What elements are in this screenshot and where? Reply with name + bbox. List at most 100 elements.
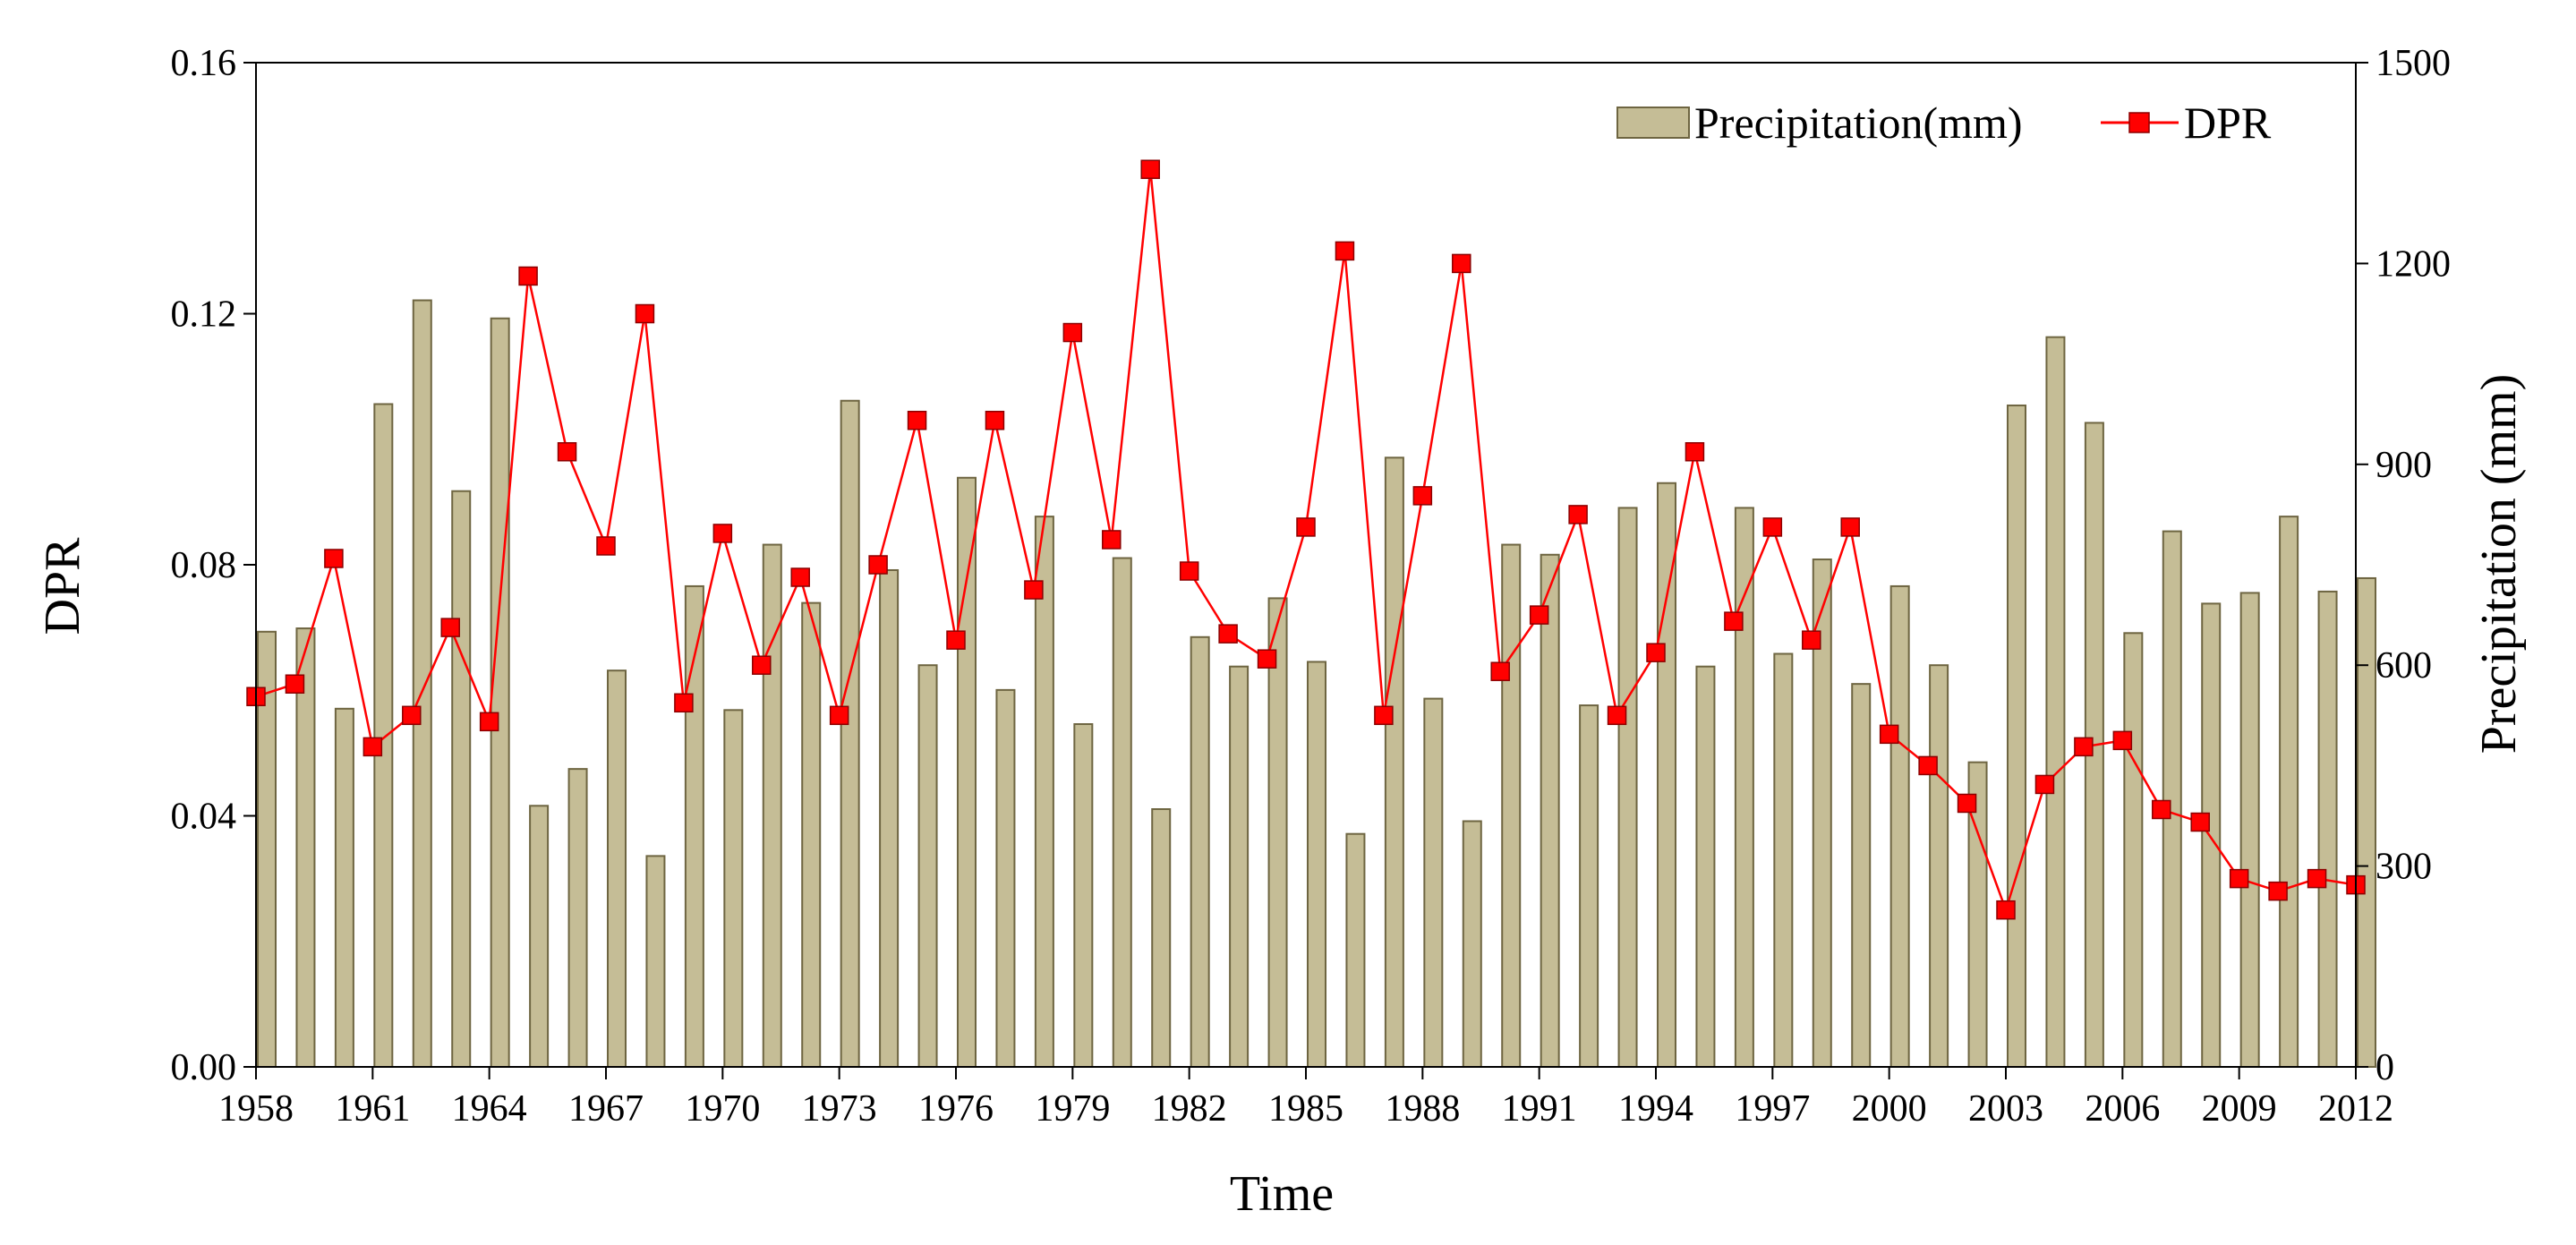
dpr-point-1983: [1218, 624, 1238, 644]
dpr-point-1968: [635, 303, 655, 324]
bar-precipitation-1979: [1073, 723, 1094, 1068]
bar-precipitation-1974: [879, 568, 900, 1068]
x-tick-label-1979: 1979: [1035, 1088, 1110, 1130]
bar-precipitation-1986: [1345, 832, 1366, 1068]
legend-label-precipitation: Precipitation(mm): [1694, 98, 2023, 148]
dpr-point-1960: [324, 549, 344, 568]
right-y-axis-title: Precipitation (mm): [2471, 374, 2527, 755]
dpr-point-2000: [1879, 724, 1899, 745]
x-tick-label-1961: 1961: [335, 1088, 410, 1130]
dpr-point-1977: [985, 410, 1005, 431]
dpr-point-1984: [1257, 649, 1277, 669]
dpr-point-1987: [1374, 705, 1394, 726]
bar-precipitation-1992: [1579, 704, 1599, 1069]
bar-precipitation-2000: [1889, 584, 1910, 1068]
right-y-tick-label-0: 0: [2376, 1047, 2394, 1088]
dpr-point-1995: [1685, 442, 1705, 462]
bar-precipitation-1983: [1229, 665, 1250, 1068]
labels-layer: Time DPR Precipitation (mm): [35, 374, 2527, 1222]
bar-precipitation-1989: [1462, 820, 1482, 1068]
dpr-point-1970: [712, 524, 733, 543]
left-y-tick-label-0.00: 0.00: [171, 1047, 237, 1088]
bar-precipitation-1980: [1112, 557, 1132, 1068]
legend-label-dpr: DPR: [2184, 98, 2272, 148]
dpr-point-1980: [1102, 530, 1122, 550]
dpr-point-2011: [2307, 868, 2327, 889]
bar-precipitation-1982: [1190, 635, 1210, 1068]
x-tick-label-2006: 2006: [2085, 1088, 2160, 1130]
bar-precipitation-2010: [2279, 516, 2299, 1068]
dpr-point-1988: [1412, 486, 1433, 506]
x-tick-label-1958: 1958: [218, 1088, 294, 1130]
dpr-point-1998: [1802, 630, 1821, 650]
bar-precipitation-1960: [334, 707, 354, 1068]
x-tick-label-1973: 1973: [802, 1088, 877, 1130]
dpr-point-1959: [285, 674, 305, 694]
dpr-point-2006: [2112, 730, 2133, 751]
bar-precipitation-1964: [490, 317, 510, 1068]
dpr-point-1972: [790, 567, 810, 587]
dpr-point-2004: [2034, 774, 2055, 795]
dpr-point-1967: [596, 536, 616, 556]
x-tick-label-1994: 1994: [1618, 1088, 1693, 1130]
bar-precipitation-1991: [1540, 553, 1560, 1068]
left-y-tick-label-0.08: 0.08: [171, 545, 237, 586]
bar-precipitation-1997: [1773, 652, 1794, 1068]
dpr-point-1996: [1724, 611, 1744, 631]
bar-precipitation-1963: [451, 490, 472, 1068]
bar-precipitation-1977: [995, 688, 1016, 1068]
bar-precipitation-2001: [1929, 664, 1949, 1068]
bar-precipitation-2008: [2201, 602, 2222, 1068]
dpr-point-1963: [440, 618, 460, 637]
right-y-tick-label-1500: 1500: [2376, 43, 2451, 84]
x-tick-label-2003: 2003: [1968, 1088, 2043, 1130]
dpr-point-1981: [1140, 159, 1160, 179]
left-y-tick-label-0.16: 0.16: [171, 43, 237, 84]
bar-precipitation-1987: [1384, 456, 1404, 1068]
dpr-point-1976: [946, 630, 966, 650]
x-tick-label-1964: 1964: [452, 1088, 527, 1130]
line-layer: [246, 159, 2366, 920]
dpr-point-1992: [1568, 505, 1588, 524]
right-y-tick-label-300: 300: [2376, 847, 2432, 888]
bar-precipitation-1985: [1307, 661, 1326, 1069]
x-axis-title: Time: [1230, 1166, 1334, 1222]
dpr-point-1975: [907, 410, 927, 431]
right-y-tick-label-600: 600: [2376, 645, 2432, 686]
dpr-point-1999: [1840, 517, 1860, 537]
bar-precipitation-1975: [917, 664, 938, 1068]
dpr-point-1962: [402, 705, 422, 726]
bar-precipitation-1976: [957, 476, 977, 1068]
bar-precipitation-1959: [295, 627, 316, 1068]
bar-precipitation-1965: [529, 805, 550, 1069]
dpr-point-1971: [752, 655, 772, 675]
dpr-point-2009: [2229, 868, 2249, 889]
bar-precipitation-1971: [762, 543, 782, 1068]
bar-precipitation-1993: [1617, 507, 1638, 1068]
x-tick-label-1991: 1991: [1502, 1088, 1577, 1130]
bar-precipitation-1990: [1501, 543, 1522, 1068]
dpr-point-1994: [1646, 643, 1666, 662]
x-tick-label-2009: 2009: [2202, 1088, 2277, 1130]
dpr-point-1979: [1062, 322, 1083, 343]
dpr-point-2002: [1957, 793, 1977, 814]
bar-precipitation-2011: [2317, 590, 2338, 1068]
bar-precipitation-1981: [1151, 808, 1172, 1069]
dpr-point-1985: [1296, 517, 1316, 537]
dpr-point-1969: [674, 693, 694, 713]
bar-precipitation-1995: [1695, 665, 1716, 1068]
dpr-point-1966: [557, 442, 577, 462]
left-y-tick-label-0.12: 0.12: [171, 294, 237, 336]
dpr-point-1989: [1452, 253, 1471, 274]
bar-precipitation-2003: [2007, 404, 2026, 1068]
x-tick-label-1982: 1982: [1152, 1088, 1227, 1130]
x-tick-label-1967: 1967: [568, 1088, 644, 1130]
x-tick-label-1985: 1985: [1268, 1088, 1343, 1130]
left-y-axis-title: DPR: [35, 537, 90, 635]
x-tick-label-1976: 1976: [918, 1088, 994, 1130]
dpr-point-2005: [2074, 737, 2094, 757]
bar-precipitation-1968: [645, 855, 666, 1068]
bar-precipitation-2007: [2162, 530, 2182, 1068]
